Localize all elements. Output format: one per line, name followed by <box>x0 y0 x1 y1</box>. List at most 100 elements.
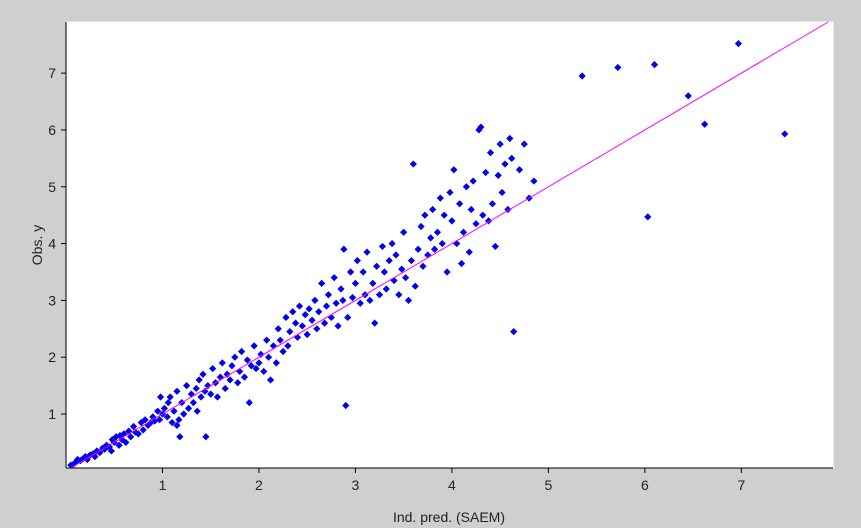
data-point <box>506 134 514 143</box>
data-point <box>430 245 439 253</box>
points-layer <box>67 39 789 469</box>
data-point <box>491 242 499 251</box>
data-point <box>400 228 408 236</box>
data-point <box>402 274 410 282</box>
data-point <box>459 228 468 236</box>
data-point <box>414 245 422 253</box>
data-point <box>170 407 178 415</box>
data-point <box>477 123 485 131</box>
data-point <box>409 160 417 168</box>
data-point <box>247 362 255 370</box>
data-point <box>182 382 191 390</box>
data-point <box>457 259 466 268</box>
data-point <box>456 200 464 208</box>
data-point <box>421 211 429 219</box>
data-point <box>650 61 659 69</box>
data-point <box>176 433 184 441</box>
data-point <box>180 410 188 418</box>
data-point <box>311 296 319 304</box>
data-point <box>327 313 335 322</box>
data-point <box>472 220 480 228</box>
data-point <box>429 205 437 214</box>
data-point <box>486 149 495 157</box>
data-point <box>334 322 342 330</box>
data-point <box>398 265 406 273</box>
data-point <box>510 328 518 336</box>
data-point <box>465 248 473 256</box>
x-tick-label: 2 <box>255 477 263 493</box>
data-point <box>122 438 130 447</box>
data-point <box>266 376 275 384</box>
data-point <box>139 426 147 434</box>
data-point <box>385 257 393 265</box>
y-tick-label: 2 <box>48 349 56 365</box>
data-point <box>308 316 316 324</box>
data-point <box>448 217 456 225</box>
data-point <box>520 140 528 148</box>
x-tick-label: 1 <box>159 477 167 493</box>
data-point <box>380 268 388 276</box>
data-point <box>411 282 419 290</box>
data-point <box>155 416 164 424</box>
data-point <box>279 347 287 356</box>
data-point <box>305 305 313 313</box>
data-point <box>209 364 217 373</box>
y-tick-label: 5 <box>48 179 56 195</box>
data-point <box>644 213 652 221</box>
data-point <box>96 449 104 457</box>
data-point <box>508 154 516 162</box>
data-point <box>118 435 126 444</box>
data-point <box>353 257 361 265</box>
data-point <box>734 39 743 48</box>
x-tick-label: 6 <box>641 477 649 493</box>
data-point <box>286 328 294 336</box>
data-point <box>359 268 367 276</box>
data-point <box>371 319 379 327</box>
data-point <box>450 166 458 174</box>
data-point <box>175 416 183 424</box>
data-point <box>199 370 207 378</box>
data-point <box>207 390 215 398</box>
data-point <box>284 342 292 350</box>
data-point <box>105 443 114 451</box>
data-point <box>149 413 157 421</box>
data-point <box>89 450 97 458</box>
data-point <box>193 407 201 415</box>
data-point <box>274 325 282 333</box>
data-point <box>154 407 162 415</box>
data-point <box>395 291 403 299</box>
data-point <box>107 447 115 455</box>
data-point <box>72 458 80 466</box>
data-point <box>436 194 444 202</box>
y-axis-ticks: 1 2 3 4 5 6 7 <box>48 65 66 422</box>
data-point <box>330 274 338 282</box>
data-point <box>417 222 425 231</box>
data-point <box>479 211 487 219</box>
data-point <box>173 421 181 429</box>
data-point <box>160 404 169 412</box>
data-point <box>257 350 265 358</box>
data-point <box>289 308 297 316</box>
data-point <box>83 455 91 464</box>
data-point <box>204 382 212 390</box>
data-point <box>127 433 135 441</box>
data-point <box>163 413 171 421</box>
data-point <box>276 336 284 344</box>
data-point <box>218 359 226 367</box>
data-point <box>282 313 290 322</box>
data-point <box>382 285 390 293</box>
data-point <box>407 257 415 265</box>
data-point <box>115 441 123 449</box>
x-tick-label: 4 <box>448 477 456 493</box>
data-point <box>293 333 302 341</box>
y-tick-label: 7 <box>48 65 56 81</box>
data-point <box>315 308 323 316</box>
data-point <box>295 302 304 310</box>
data-point <box>332 299 340 307</box>
data-point <box>351 279 360 287</box>
data-point <box>462 183 470 191</box>
x-tick-label: 7 <box>737 477 745 493</box>
data-point <box>260 367 268 376</box>
data-point <box>404 296 413 304</box>
